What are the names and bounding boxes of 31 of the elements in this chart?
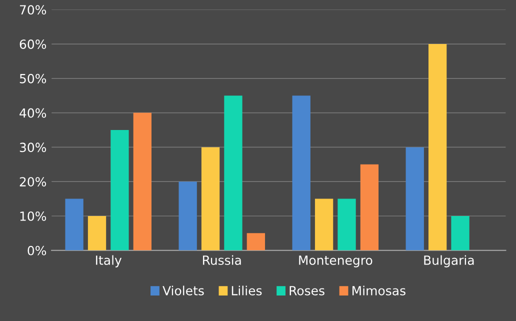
bar xyxy=(201,147,220,250)
bar xyxy=(246,233,266,250)
x-tick-label: Montenegro xyxy=(299,256,372,268)
bar xyxy=(314,198,334,250)
legend-label: Lilies xyxy=(232,286,262,296)
legend-label: Mimosas xyxy=(352,286,406,296)
y-tick-label: 30% xyxy=(20,142,46,152)
legend-label: Roses xyxy=(290,286,324,296)
legend-label: Violets xyxy=(162,286,204,296)
y-tick-label: 20% xyxy=(20,177,46,187)
bar xyxy=(88,216,106,250)
bar xyxy=(360,164,379,250)
x-tick-label: Italy xyxy=(96,255,122,268)
bar xyxy=(406,147,424,250)
bar xyxy=(451,216,470,250)
y-tick-label: 10% xyxy=(20,211,46,221)
bar xyxy=(178,182,197,250)
bar xyxy=(338,198,356,250)
bar xyxy=(292,96,310,250)
y-tick-label: 60% xyxy=(20,39,46,49)
y-tick-label: 50% xyxy=(20,74,46,84)
x-tick-label: Russia xyxy=(203,255,241,265)
bar xyxy=(65,198,84,250)
y-tick-label: 70% xyxy=(20,5,46,15)
bar xyxy=(110,130,129,250)
bar xyxy=(428,44,447,250)
x-tick-label: Bulgaria xyxy=(424,255,474,268)
y-tick-label: 0% xyxy=(28,246,46,256)
bar xyxy=(224,96,242,250)
bar xyxy=(133,112,152,250)
y-tick-label: 40% xyxy=(20,108,46,118)
